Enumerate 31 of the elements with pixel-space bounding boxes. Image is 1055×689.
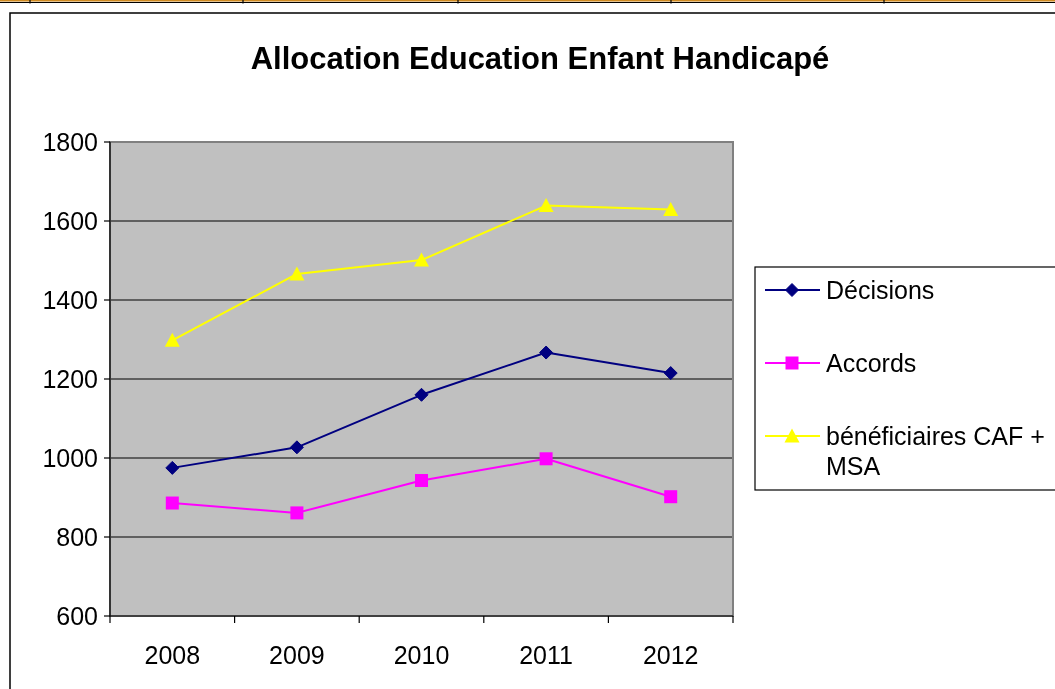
point — [414, 387, 429, 402]
legend-label: bénéficiaires CAF + MSA — [826, 422, 1045, 480]
point — [414, 252, 429, 267]
x-tick-label: 2010 — [393, 641, 450, 669]
x-tick-label: 2011 — [519, 641, 573, 669]
y-tick-label: 1600 — [42, 207, 98, 235]
point — [290, 506, 304, 520]
chart-title: Allocation Education Enfant Handicapé — [250, 40, 830, 76]
x-tick-label: 2012 — [642, 641, 699, 669]
point — [663, 366, 678, 381]
x-tick-label: 2008 — [144, 641, 201, 669]
y-tick-label: 1800 — [42, 128, 98, 156]
point — [289, 266, 305, 281]
point — [663, 202, 679, 217]
y-tick-label: 1000 — [42, 444, 98, 472]
legend-label: Accords — [826, 349, 917, 377]
x-tick-label: 2009 — [269, 641, 325, 669]
point — [538, 198, 554, 213]
legend-label: Décisions — [826, 276, 935, 304]
point — [165, 496, 179, 510]
y-tick-label: 800 — [56, 523, 98, 551]
point — [539, 345, 554, 360]
point — [539, 452, 553, 466]
point — [664, 490, 678, 504]
point — [415, 474, 428, 488]
point — [165, 460, 180, 475]
y-tick-label: 600 — [56, 602, 98, 630]
point — [164, 332, 180, 347]
y-tick-label: 1400 — [42, 286, 98, 314]
y-tick-label: 1200 — [42, 365, 98, 393]
point — [289, 440, 304, 455]
